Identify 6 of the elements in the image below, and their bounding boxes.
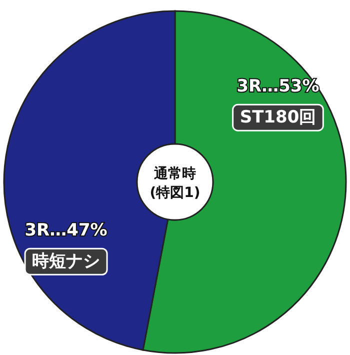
text: 通常時 [153, 165, 196, 182]
slice-label: ST180回 [240, 108, 316, 128]
data-label: 3R…47% [24, 220, 108, 241]
text: (特図1) [150, 185, 200, 201]
slice-label: 時短ナシ [32, 252, 100, 272]
data-label: 3R…53% [236, 76, 320, 97]
